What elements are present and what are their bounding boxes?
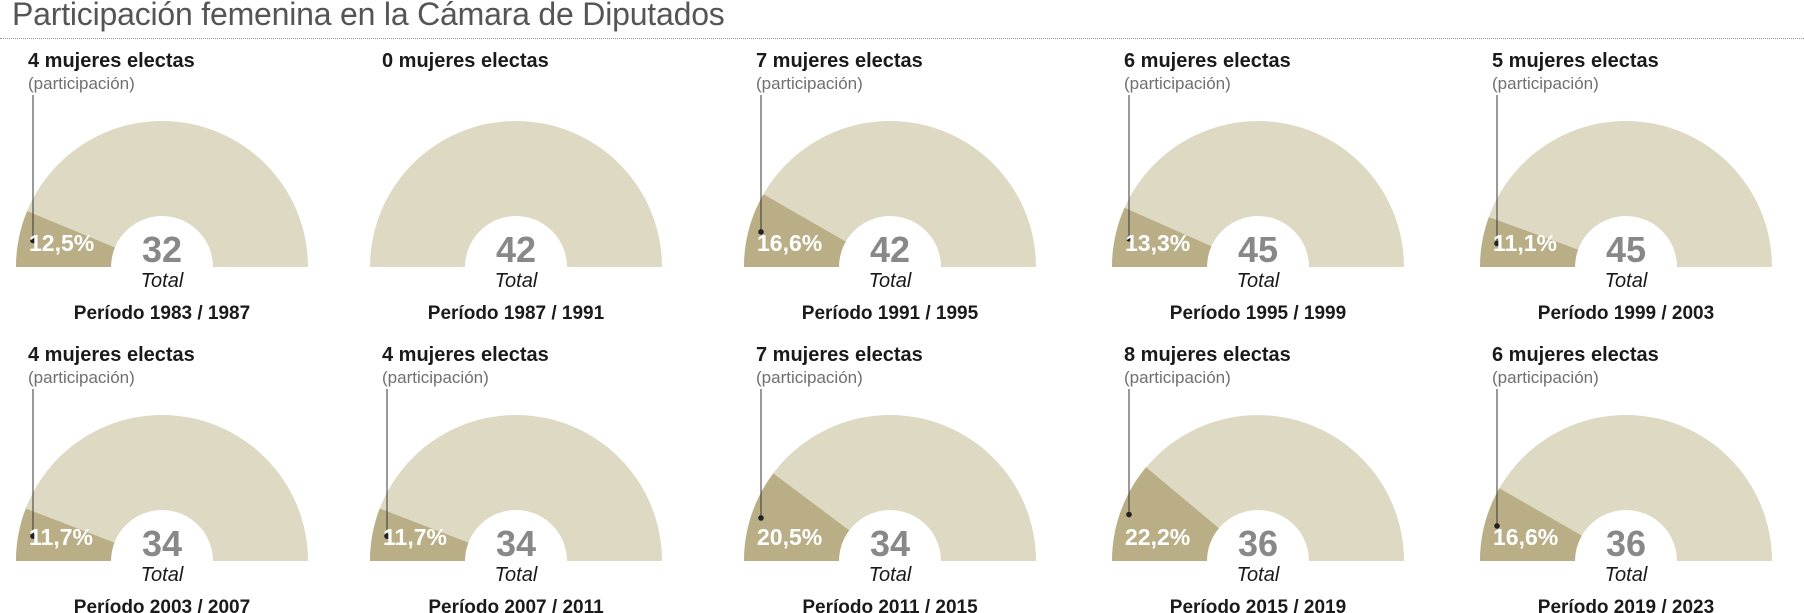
total-value: 32 xyxy=(142,229,182,270)
period-label: Período 1983 / 1987 xyxy=(74,303,250,324)
period-label: Período 2003 / 2007 xyxy=(74,597,250,613)
remaining-arc xyxy=(16,121,308,267)
period-label: Período 2011 / 2015 xyxy=(802,597,978,613)
participation-label: (participación) xyxy=(28,368,135,387)
women-count-label: 6 mujeres electas xyxy=(1124,50,1291,72)
total-value: 36 xyxy=(1606,523,1646,564)
total-label: Total xyxy=(141,270,184,292)
total-label: Total xyxy=(1237,270,1280,292)
period-label: Período 1999 / 2003 xyxy=(1538,303,1714,324)
total-value: 34 xyxy=(870,523,910,564)
leader-dot xyxy=(1494,240,1500,247)
remaining-arc xyxy=(1480,121,1772,267)
women-slice xyxy=(16,211,115,267)
total-value: 45 xyxy=(1238,229,1278,270)
women-slice xyxy=(16,508,115,561)
women-slice xyxy=(1480,217,1579,267)
women-percent-label: 16,6% xyxy=(1493,524,1558,550)
women-percent-label: 20,5% xyxy=(757,524,822,550)
women-count-label: 0 mujeres electas xyxy=(382,50,549,72)
total-label: Total xyxy=(869,564,912,586)
period-label: Período 2007 / 2011 xyxy=(428,597,604,613)
participation-label: (participación) xyxy=(1492,74,1599,93)
women-count-label: 7 mujeres electas xyxy=(756,50,923,72)
total-label: Total xyxy=(141,564,184,586)
leader-dot xyxy=(1494,523,1500,529)
total-value: 36 xyxy=(1238,523,1278,564)
women-slice xyxy=(743,194,846,267)
total-value: 45 xyxy=(1606,229,1646,270)
total-value: 34 xyxy=(142,523,182,564)
women-count-label: 6 mujeres electas xyxy=(1492,344,1659,366)
women-percent-label: 13,3% xyxy=(1125,230,1190,256)
period-label: Período 2015 / 2019 xyxy=(1170,597,1346,613)
women-percent-label: 11,7% xyxy=(29,524,93,550)
total-label: Total xyxy=(495,270,538,292)
participation-label: (participación) xyxy=(756,74,863,93)
women-count-label: 8 mujeres electas xyxy=(1124,344,1291,366)
women-percent-label: 12,5% xyxy=(29,230,94,256)
women-count-label: 4 mujeres electas xyxy=(382,344,549,366)
leader-dot xyxy=(758,515,764,521)
total-label: Total xyxy=(495,564,538,586)
women-slice xyxy=(1480,488,1582,561)
women-slice xyxy=(1112,207,1212,267)
women-count-label: 4 mujeres electas xyxy=(28,50,195,72)
remaining-arc xyxy=(16,415,308,561)
women-slice xyxy=(369,508,469,561)
period-label: Período 1991 / 1995 xyxy=(802,303,979,324)
total-label: Total xyxy=(869,270,912,292)
total-value: 34 xyxy=(496,523,536,564)
title-divider xyxy=(0,38,1804,39)
leader-dot xyxy=(30,533,36,539)
leader-dot xyxy=(758,229,764,235)
leader-dot xyxy=(384,533,390,539)
participation-label: (participación) xyxy=(1124,74,1231,93)
participation-label: (participación) xyxy=(1124,368,1231,387)
women-count-label: 7 mujeres electas xyxy=(756,344,923,366)
participation-label: (participación) xyxy=(1492,368,1599,387)
women-slice xyxy=(1112,467,1219,561)
total-label: Total xyxy=(1237,564,1280,586)
leader-dot xyxy=(30,237,36,244)
leader-dot xyxy=(1126,511,1132,518)
total-label: Total xyxy=(1605,270,1648,292)
participation-label: (participación) xyxy=(28,74,135,93)
period-label: Período 2019 / 2023 xyxy=(1538,597,1714,613)
leader-dot xyxy=(1126,235,1132,242)
participation-label: (participación) xyxy=(382,368,489,387)
total-value: 42 xyxy=(496,229,536,270)
women-count-label: 4 mujeres electas xyxy=(28,344,195,366)
participation-label: (participación) xyxy=(756,368,863,387)
women-percent-label: 22,2% xyxy=(1125,524,1190,550)
women-count-label: 5 mujeres electas xyxy=(1492,50,1659,72)
page-title: Participación femenina en la Cámara de D… xyxy=(12,0,725,32)
women-percent-label: 16,6% xyxy=(757,230,822,256)
remaining-arc xyxy=(370,121,662,267)
period-label: Período 1995 / 1999 xyxy=(1170,303,1346,324)
period-label: Período 1987 / 1991 xyxy=(428,303,605,324)
women-percent-label: 11,1% xyxy=(1493,230,1557,256)
remaining-arc xyxy=(370,415,662,561)
remaining-arc xyxy=(1112,121,1404,267)
women-slice xyxy=(744,473,850,561)
total-value: 42 xyxy=(870,229,910,270)
women-percent-label: 11,7% xyxy=(383,524,447,550)
total-label: Total xyxy=(1605,564,1648,586)
